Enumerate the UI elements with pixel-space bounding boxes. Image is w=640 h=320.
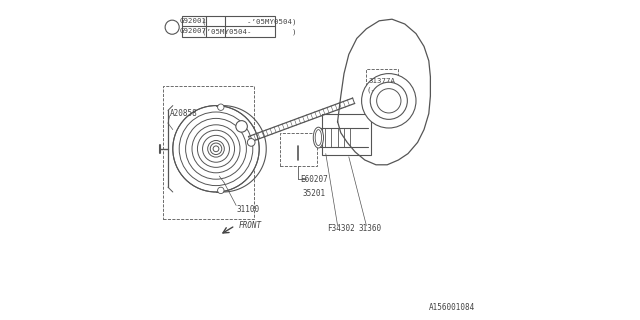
Text: 1: 1 (170, 23, 175, 32)
Text: (-0112): (-0112) (367, 87, 398, 93)
Text: E60207: E60207 (300, 175, 328, 184)
Circle shape (370, 82, 407, 119)
Text: FRONT: FRONT (239, 221, 262, 230)
Text: 31100: 31100 (236, 205, 259, 214)
Text: A156001084: A156001084 (429, 303, 475, 312)
Text: A20858: A20858 (170, 109, 197, 118)
Bar (163, 86, 254, 219)
Circle shape (218, 104, 224, 110)
Text: 31377A: 31377A (369, 78, 396, 84)
Text: G92007: G92007 (180, 28, 207, 34)
Bar (182, 16, 275, 37)
Ellipse shape (315, 130, 321, 146)
Bar (366, 69, 398, 106)
Text: G92001: G92001 (180, 19, 207, 24)
Circle shape (210, 143, 222, 155)
Circle shape (236, 121, 248, 132)
Circle shape (376, 89, 401, 113)
Bar (322, 114, 371, 155)
Text: (’05MY0504-         ): (’05MY0504- ) (202, 28, 296, 35)
Text: F34302: F34302 (327, 224, 355, 233)
Circle shape (173, 106, 259, 192)
Circle shape (165, 20, 179, 34)
Ellipse shape (314, 127, 323, 148)
Text: 31360: 31360 (358, 224, 381, 233)
Text: (         -’05MY0504): ( -’05MY0504) (202, 18, 296, 25)
Circle shape (213, 146, 219, 152)
Circle shape (248, 139, 255, 146)
Text: 1: 1 (239, 122, 244, 131)
Bar (280, 133, 317, 166)
Circle shape (218, 187, 224, 194)
Circle shape (362, 74, 416, 128)
Text: 35201: 35201 (302, 189, 325, 198)
